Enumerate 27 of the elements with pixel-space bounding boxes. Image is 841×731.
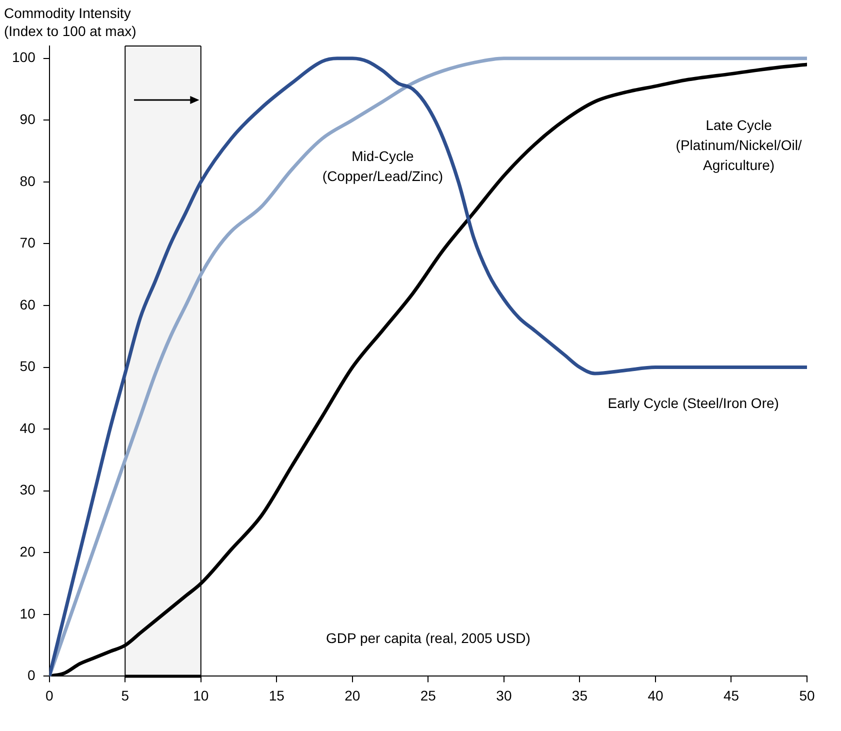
text: Late Cycle (Platinum/Nickel/Oil/Agriculture) <box>676 117 802 174</box>
x-tick-label: 5 <box>121 687 130 704</box>
x-tick-label: 30 <box>496 687 512 704</box>
y-tick-label: 60 <box>20 296 36 312</box>
y-tick-label: 50 <box>20 358 36 374</box>
y-tick-label: 40 <box>20 420 36 436</box>
y-tick-label: 80 <box>20 172 36 189</box>
x-tick-label: 15 <box>268 687 285 704</box>
y-tick-label: 30 <box>20 482 36 498</box>
x-tick-label: 45 <box>723 687 740 704</box>
y-tick-label: 10 <box>20 605 36 622</box>
y-tick-label: 100 <box>12 49 36 66</box>
x-tick-label: 35 <box>572 687 588 704</box>
x-tick-label: 0 <box>45 687 54 704</box>
series-label: Early Cycle (Steel/Iron Ore) <box>608 395 779 412</box>
series-label: Mid-Cycle (Copper/Lead/Zinc) <box>322 148 444 184</box>
x-tick-label: 10 <box>193 687 209 704</box>
x-tick-label: 25 <box>420 687 436 704</box>
y-tick-label: 20 <box>20 543 36 560</box>
y-axis-title: Commodity Intensity (Index to 100 at max) <box>4 4 136 39</box>
y-tick-label: 90 <box>20 111 36 127</box>
y-tick-label: 0 <box>28 667 36 684</box>
y-tick-label: 70 <box>20 234 36 251</box>
x-axis-title: GDP per capita (real, 2005 USD) <box>326 630 530 646</box>
x-tick-label: 20 <box>344 687 360 704</box>
x-tick-label: 40 <box>648 687 664 704</box>
x-tick-label: 50 <box>799 687 815 704</box>
